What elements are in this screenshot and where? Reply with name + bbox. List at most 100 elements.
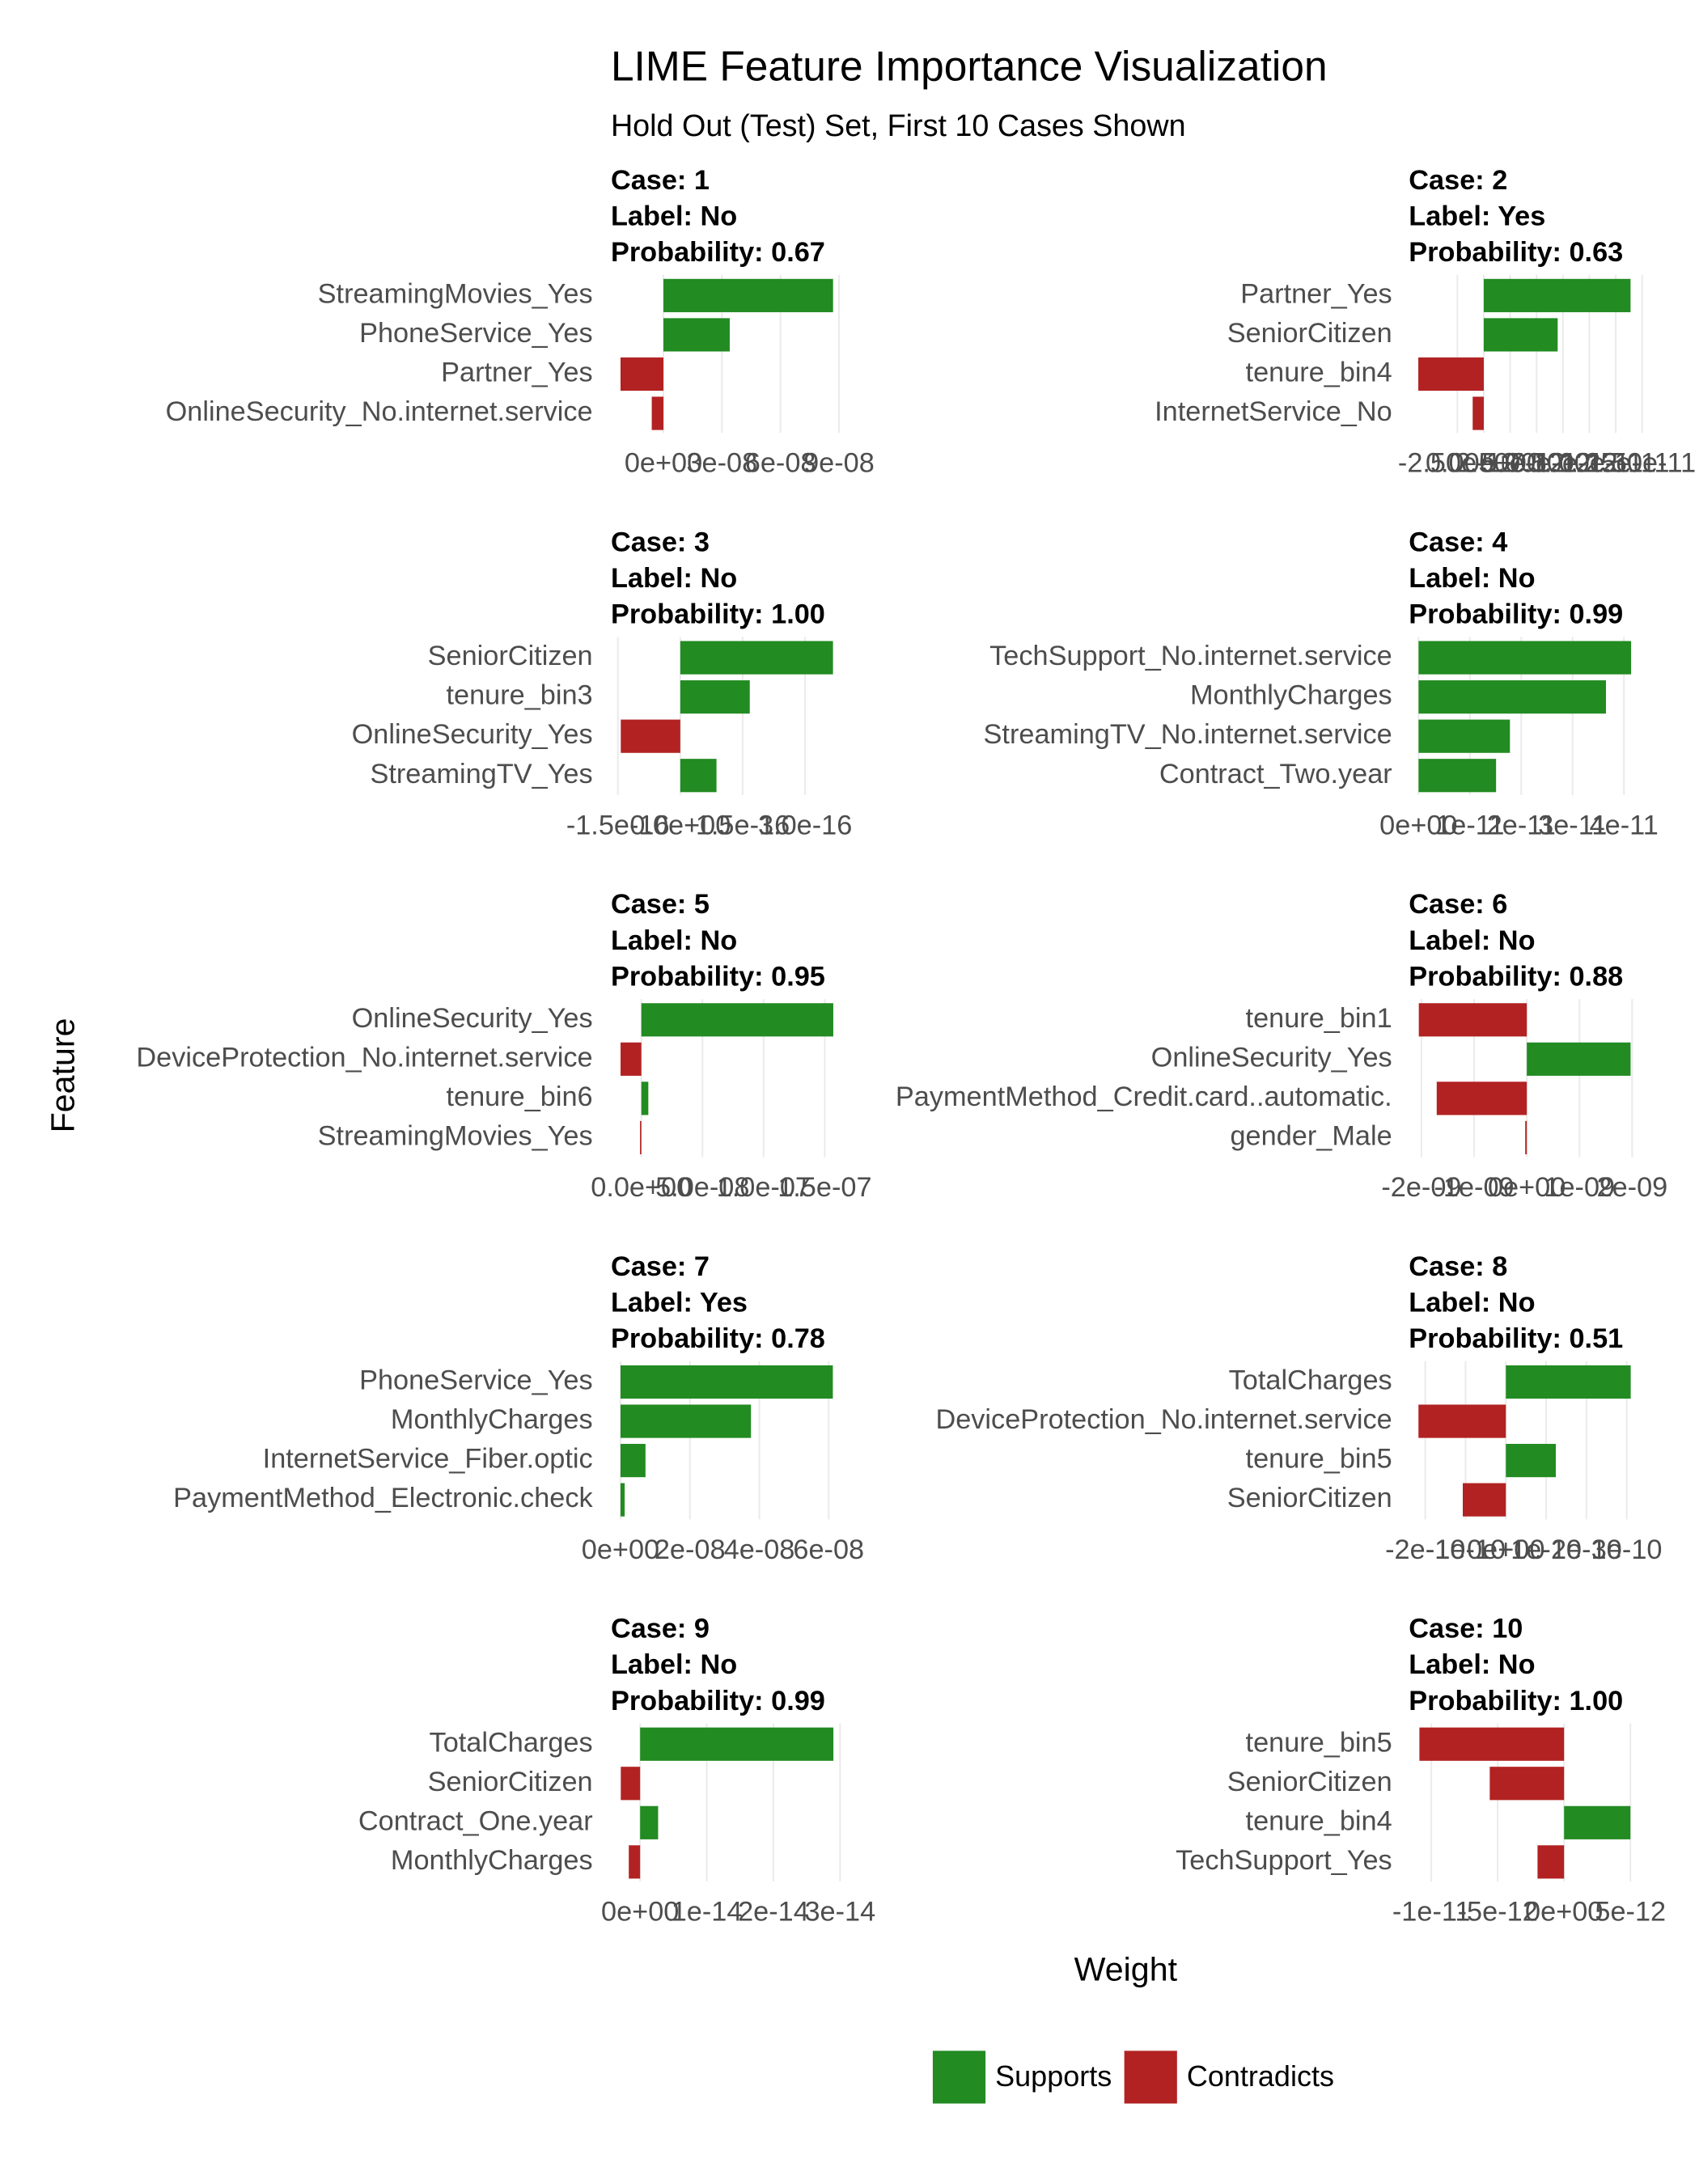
panel-title: Probability: 0.95 [611, 961, 825, 992]
panel-title: Label: No [611, 563, 737, 594]
x-tick-label: 1.00e-11 [1536, 448, 1643, 479]
panel-title: Case: 5 [611, 889, 710, 920]
bar [1537, 1845, 1565, 1879]
x-tick-label: 0e+00 [1379, 810, 1457, 840]
x-tick-label: 1.50e-11 [1588, 448, 1696, 479]
x-tick-label: 0.00e+00 [1426, 448, 1542, 479]
bar [1418, 680, 1607, 714]
bar [641, 1003, 833, 1037]
feature-label: PaymentMethod_Electronic.check [173, 1483, 593, 1513]
panel-title: Probability: 0.67 [611, 237, 825, 268]
bar [1418, 759, 1497, 793]
feature-label: PhoneService_Yes [359, 318, 593, 349]
feature-label: SeniorCitizen [428, 1767, 593, 1797]
panel-title: Case: 10 [1409, 1614, 1523, 1644]
feature-label: TotalCharges [430, 1727, 593, 1758]
bar [1418, 1003, 1527, 1037]
x-tick-label: -1.5e-16 [566, 810, 670, 840]
x-tick-label: 1.5e-07 [777, 1172, 871, 1203]
bar [680, 641, 833, 675]
feature-label: tenure_bin5 [1246, 1727, 1392, 1758]
feature-label: tenure_bin5 [1246, 1444, 1392, 1475]
feature-label: SeniorCitizen [428, 641, 593, 671]
feature-label: tenure_bin4 [1246, 358, 1392, 388]
chart-subtitle: Hold Out (Test) Set, First 10 Cases Show… [611, 108, 1186, 142]
panel-title: Probability: 0.51 [1409, 1323, 1623, 1354]
bar [620, 1404, 752, 1438]
panel-title: Label: No [611, 925, 737, 956]
bar [1483, 278, 1631, 312]
x-tick-label: 1.0e-07 [717, 1172, 811, 1203]
x-tick-label: -2e-09 [1381, 1172, 1461, 1203]
feature-label: Partner_Yes [441, 358, 593, 388]
panel-title: Label: No [611, 1649, 737, 1680]
panel-title: Label: No [1409, 1649, 1535, 1680]
bar [680, 759, 717, 793]
legend-swatch [1124, 2051, 1177, 2104]
x-tick-label: 1.5e-16 [696, 810, 790, 840]
feature-label: MonthlyCharges [391, 1845, 593, 1876]
bar [1463, 1483, 1506, 1517]
feature-label: PaymentMethod_Credit.card..automatic. [896, 1081, 1392, 1112]
panel-title: Label: No [1409, 563, 1535, 594]
x-tick-label: 6e-08 [745, 448, 816, 479]
bar [1472, 396, 1484, 430]
bar [1564, 1805, 1631, 1839]
x-tick-label: 2e-14 [738, 1897, 809, 1928]
x-tick-label: 6e-08 [793, 1534, 864, 1565]
x-tick-label: 2e-08 [655, 1534, 726, 1565]
panel-title: Probability: 0.78 [611, 1323, 825, 1354]
feature-label: DeviceProtection_No.internet.service [136, 1042, 592, 1073]
bar [1418, 1404, 1506, 1438]
panel-title: Probability: 1.00 [611, 599, 825, 630]
feature-label: InternetService_Fiber.optic [263, 1444, 593, 1475]
bar [629, 1845, 641, 1879]
feature-label: tenure_bin4 [1246, 1805, 1392, 1836]
x-tick-label: 4e-08 [724, 1534, 795, 1565]
panel-title: Case: 4 [1409, 527, 1507, 557]
panel-title: Case: 6 [1409, 889, 1507, 920]
x-tick-label: -2.50e-12 [1398, 448, 1517, 479]
x-tick-label: 1e-10 [1510, 1534, 1582, 1565]
panel-title: Label: Yes [611, 1288, 748, 1318]
x-tick-label: 1e-11 [1435, 810, 1504, 840]
bar [1527, 1042, 1631, 1076]
bar [1506, 1365, 1631, 1399]
bar [1483, 318, 1558, 352]
x-tick-label: -1e-11 [1392, 1897, 1471, 1928]
x-tick-label: 3e-14 [804, 1897, 875, 1928]
panel-title: Case: 9 [611, 1614, 710, 1644]
bar [640, 1727, 834, 1761]
feature-label: TechSupport_No.internet.service [989, 641, 1392, 671]
bar [641, 1081, 649, 1115]
x-tick-label: 5.00e-12 [1482, 448, 1591, 479]
bar [680, 680, 750, 714]
bar [1418, 357, 1484, 392]
panel-title: Probability: 0.63 [1409, 237, 1623, 268]
x-tick-label: 7.50e-12 [1508, 448, 1617, 479]
x-tick-label: 0e+00 [582, 1534, 659, 1565]
bar [1525, 1120, 1527, 1155]
feature-label: MonthlyCharges [391, 1404, 593, 1435]
feature-label: Partner_Yes [1240, 278, 1392, 309]
x-tick-label: 1e-09 [1544, 1172, 1615, 1203]
x-tick-label: 0e+00 [625, 448, 702, 479]
feature-label: OnlineSecurity_Yes [1151, 1042, 1392, 1073]
x-tick-label: 0.0e+00 [591, 1172, 692, 1203]
feature-label: OnlineSecurity_Yes [352, 719, 593, 750]
x-tick-label: -1e-09 [1434, 1172, 1514, 1203]
panel-title: Probability: 1.00 [1409, 1686, 1623, 1716]
bar [1506, 1444, 1557, 1478]
feature-label: TechSupport_Yes [1176, 1845, 1392, 1876]
feature-label: OnlineSecurity_Yes [352, 1003, 593, 1034]
feature-label: SeniorCitizen [1227, 1483, 1392, 1513]
bar [1489, 1767, 1565, 1801]
panel-title: Label: No [611, 201, 737, 231]
x-tick-label: 0e+00 [1467, 1534, 1544, 1565]
x-tick-label: -2e-10 [1385, 1534, 1465, 1565]
feature-label: TotalCharges [1229, 1365, 1392, 1396]
panel-title: Probability: 0.99 [611, 1686, 825, 1716]
feature-label: PhoneService_Yes [359, 1365, 593, 1396]
bar [621, 1767, 641, 1801]
